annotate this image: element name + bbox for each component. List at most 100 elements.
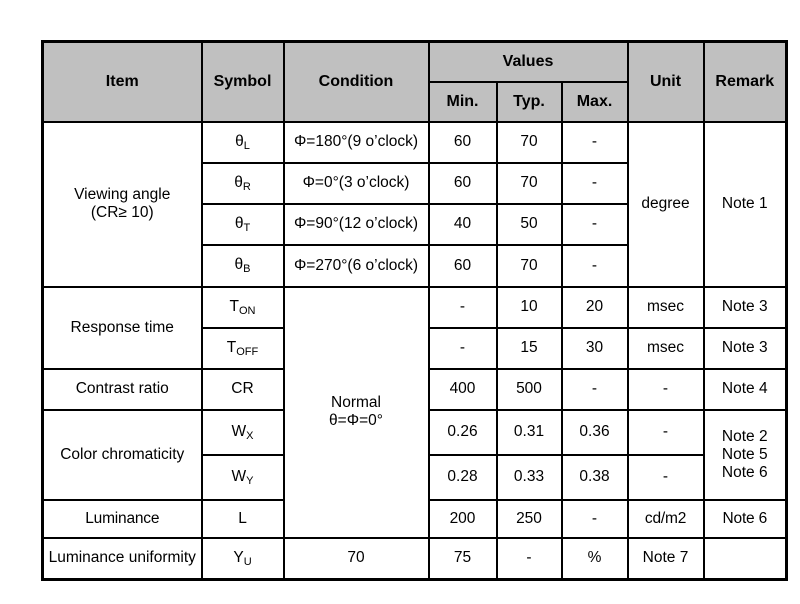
item-line: Viewing angle (74, 186, 171, 203)
symbol-base: W (231, 422, 247, 440)
table-row: Color chromaticity WX 0.26 0.31 0.36 - N… (41, 408, 788, 501)
typ-cell: 70 (495, 161, 563, 205)
table-row: Luminance L 200 250 - cd/m2 Note 6 (41, 498, 788, 539)
remark-line: Note 6 (721, 463, 768, 481)
symbol-base: θ (234, 173, 243, 191)
typ-cell: 50 (495, 202, 563, 246)
max-cell: - (560, 243, 629, 288)
symbol-base: L (238, 509, 247, 527)
header-item: Item (41, 40, 203, 123)
symbol-subscript: Y (246, 474, 254, 487)
max-cell: - (560, 367, 629, 411)
typ-cell: 15 (495, 326, 563, 370)
header-values: Values (427, 40, 629, 83)
symbol-cell: WY (200, 453, 285, 501)
remark-line: Note 2 (721, 427, 768, 445)
table-row: Luminance uniformity YU 70 75 - % Note 7 (41, 536, 787, 581)
item-viewing-angle: Viewing angle (CR≥ 10) (41, 120, 203, 288)
symbol-base: θ (234, 214, 244, 232)
remark-line: Note 5 (721, 445, 768, 463)
table-row: Viewing angle (CR≥ 10) θL Φ=180°(9 o’clo… (41, 120, 788, 288)
max-cell: 30 (560, 326, 629, 370)
max-cell: 20 (560, 285, 629, 329)
header-typ: Typ. (495, 80, 563, 123)
min-cell: 60 (427, 161, 498, 205)
remark-cell: Note 4 (702, 367, 788, 411)
symbol-subscript: B (243, 263, 251, 275)
max-cell: - (560, 202, 629, 246)
symbol-subscript: ON (238, 304, 256, 317)
symbol-base: Y (233, 548, 244, 566)
typ-cell: 75 (427, 536, 498, 581)
min-cell: - (427, 285, 498, 329)
condition-cell: Φ=270°(6 o’clock) (282, 243, 430, 288)
header-subrow: Min. Typ. Max. (43, 80, 787, 123)
max-cell: - (495, 536, 563, 581)
header-symbol: Symbol (200, 40, 285, 123)
symbol-base: θ (235, 132, 244, 150)
typ-cell: 0.31 (495, 408, 563, 456)
item-line: (CR≥ 10) (90, 204, 154, 221)
header-min: Min. (427, 80, 498, 123)
symbol-cell: WX (200, 408, 285, 456)
typ-cell: 250 (495, 498, 563, 539)
max-cell: - (560, 161, 629, 205)
condition-cell: Φ=90°(12 o’clock) (282, 202, 430, 246)
item-response-time: Response time (41, 285, 203, 370)
table-row: Response time TON Normal θ=Φ=0° - 10 20 … (41, 285, 788, 539)
table-row: TOFF - 15 30 msec Note 3 (43, 326, 788, 370)
min-cell: 60 (427, 120, 498, 164)
min-cell: 0.26 (427, 408, 498, 456)
min-cell: 400 (427, 367, 498, 411)
remark-cell: Note 1 (702, 120, 788, 288)
unit-cell: msec (626, 326, 705, 370)
table-row: Contrast ratio CR 400 500 - - Note 4 (41, 367, 788, 411)
symbol-cell: θR (200, 161, 285, 205)
typ-cell: 0.33 (495, 453, 563, 501)
item-luminance-uniformity: Luminance uniformity (41, 536, 203, 581)
item-color-chromaticity: Color chromaticity (41, 408, 203, 501)
max-cell: 0.36 (560, 408, 629, 456)
symbol-cell: θL (200, 120, 285, 164)
unit-cell: - (626, 408, 705, 456)
table-row: WY 0.28 0.33 0.38 - (43, 453, 787, 501)
header-condition: Condition (282, 40, 430, 123)
symbol-base: T (226, 338, 237, 356)
min-cell: 200 (427, 498, 498, 539)
unit-cell: msec (626, 285, 705, 329)
symbol-subscript: OFF (236, 345, 259, 358)
condition-cell: Φ=180°(9 o’clock) (282, 120, 430, 164)
max-cell: 0.38 (560, 453, 629, 501)
condition-line: Normal (331, 394, 381, 411)
symbol-cell: θT (200, 202, 285, 246)
symbol-subscript: R (242, 180, 251, 193)
unit-cell: - (626, 453, 705, 501)
unit-cell: cd/m2 (626, 498, 705, 539)
symbol-base: T (229, 297, 239, 315)
table-row: θB Φ=270°(6 o’clock) 60 70 - (43, 243, 787, 288)
condition-normal-cell: Normal θ=Φ=0° (282, 285, 430, 539)
symbol-base: θ (234, 256, 244, 273)
min-cell: 70 (282, 536, 430, 581)
header-remark: Remark (702, 40, 788, 123)
typ-cell: 70 (495, 243, 563, 288)
min-cell: 60 (427, 243, 498, 288)
header-max: Max. (560, 80, 629, 123)
item-luminance: Luminance (41, 498, 203, 539)
table-row: θT Φ=90°(12 o’clock) 40 50 - (43, 202, 787, 246)
remark-cell: Note 2 Note 5 Note 6 (702, 408, 788, 501)
max-cell: - (560, 498, 629, 539)
symbol-cell: θB (200, 243, 285, 288)
min-cell: 40 (427, 202, 498, 246)
remark-cell: Note 6 (702, 498, 788, 539)
remark-cell: Note 3 (702, 285, 788, 329)
symbol-subscript: T (243, 221, 251, 234)
unit-cell: degree (626, 120, 705, 288)
spec-table: Item Symbol Condition Values Unit Remark… (41, 40, 789, 581)
condition-line: θ=Φ=0° (329, 412, 383, 429)
item-contrast-ratio: Contrast ratio (41, 367, 203, 411)
header-row: Item Symbol Condition Values Unit Remark (41, 40, 788, 123)
remark-cell: Note 3 (702, 326, 788, 370)
symbol-subscript: X (246, 429, 254, 442)
typ-cell: 10 (495, 285, 563, 329)
